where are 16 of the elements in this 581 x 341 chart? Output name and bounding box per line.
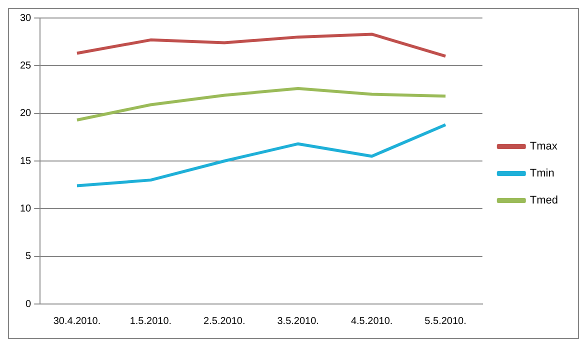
y-tick-label: 20 <box>20 108 32 120</box>
x-tick-label: 2.5.2010. <box>204 316 246 327</box>
x-tick-label: 1.5.2010. <box>130 316 172 327</box>
y-tick-label: 5 <box>26 251 32 262</box>
y-tick-label: 15 <box>20 156 32 167</box>
y-tick-label: 10 <box>20 203 32 214</box>
y-tick-label: 25 <box>20 60 32 72</box>
x-tick-label: 5.5.2010. <box>424 316 466 327</box>
legend-label: Tmed <box>530 194 558 207</box>
x-tick-label: 30.4.2010. <box>53 316 101 327</box>
x-tick-label: 3.5.2010. <box>277 316 319 327</box>
y-tick-label: 30 <box>20 12 32 24</box>
legend-label: Tmin <box>530 168 554 180</box>
y-tick-label: 0 <box>26 298 32 310</box>
legend-label: Tmax <box>530 140 558 153</box>
x-tick-label: 4.5.2010. <box>350 316 393 327</box>
